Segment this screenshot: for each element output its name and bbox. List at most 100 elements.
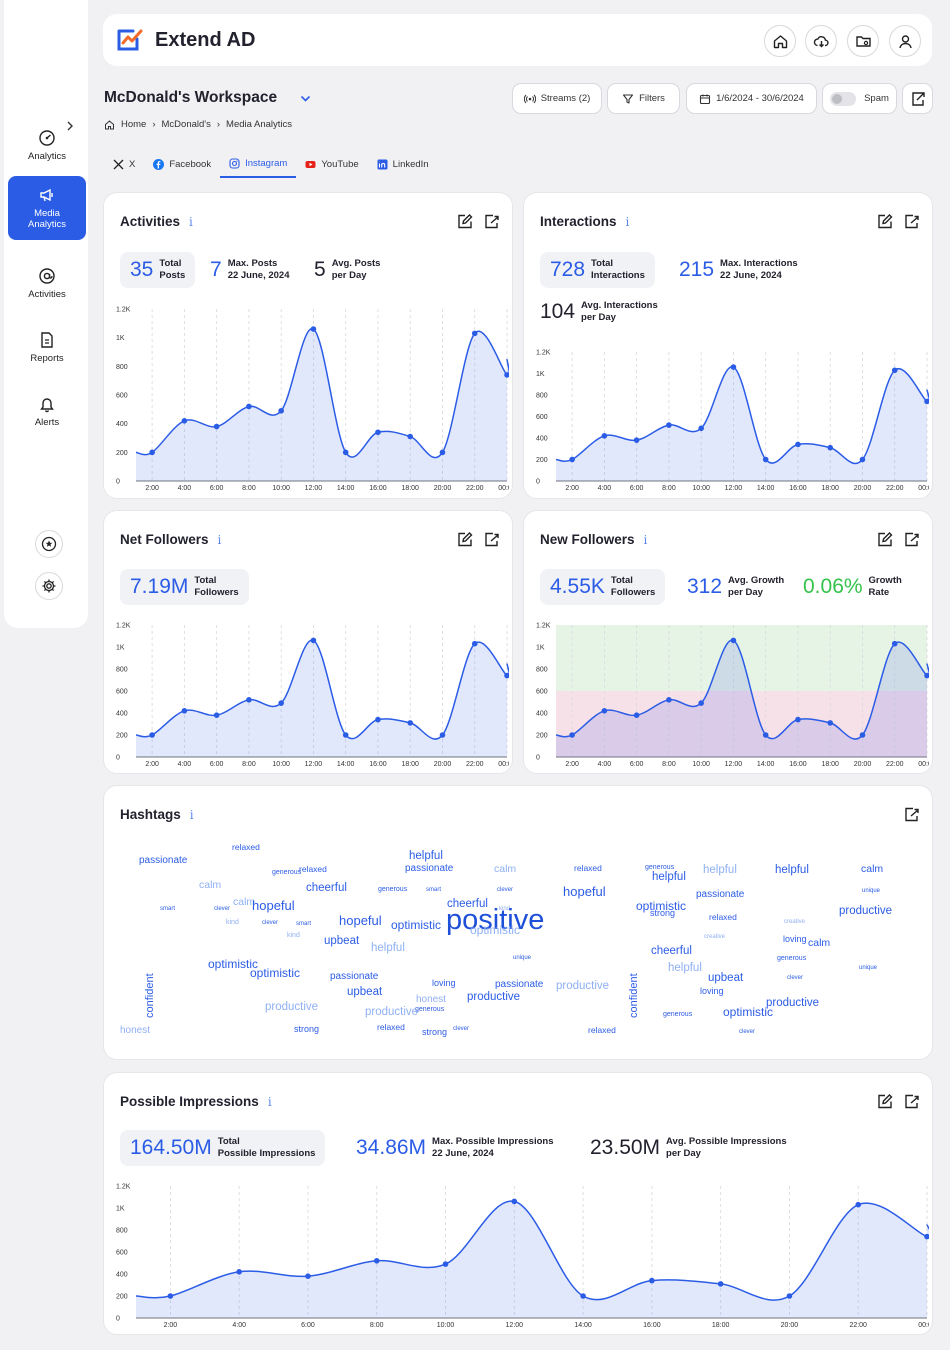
export-icon[interactable] [483,213,500,230]
hashtag-word[interactable]: smart [160,906,175,912]
spam-switch[interactable] [830,91,857,106]
hashtag-word[interactable]: calm [808,937,831,949]
info-icon[interactable]: i [267,1094,272,1109]
favorites-button[interactable] [35,530,63,558]
export-icon[interactable] [903,806,920,823]
tab-x[interactable]: X [104,150,144,178]
hashtag-word[interactable]: confident [144,973,156,1018]
hashtag-word[interactable]: generous [415,1006,445,1013]
chevron-right-icon[interactable] [64,120,76,132]
hashtag-word[interactable]: loving [432,978,456,988]
hashtag-word[interactable]: upbeat [347,986,383,998]
folder-settings-button[interactable] [847,25,879,57]
hashtag-word[interactable]: helpful [668,962,702,974]
hashtag-word[interactable]: optimistic [208,957,259,971]
hashtag-word[interactable]: cheerful [306,882,347,894]
hashtag-word[interactable]: optimistic [636,899,687,913]
hashtag-word[interactable]: kind [287,932,300,939]
hashtag-word[interactable]: strong [650,908,676,918]
hashtag-word[interactable]: clever [262,920,279,926]
info-icon[interactable]: i [643,532,648,547]
export-icon[interactable] [903,213,920,230]
info-icon[interactable]: i [189,807,194,822]
hashtag-word[interactable]: helpful [775,864,809,876]
hashtag-word[interactable]: clever [787,975,804,981]
hashtag-word[interactable]: hopeful [563,884,606,899]
hashtag-word[interactable]: productive [556,980,610,992]
hashtag-word[interactable]: helpful [652,871,686,883]
sidebar-item-media-analytics[interactable]: Media Analytics [8,176,86,240]
hashtag-word[interactable]: upbeat [708,972,744,984]
sidebar-item-reports[interactable]: Reports [8,316,86,378]
hashtag-word[interactable]: relaxed [709,912,737,922]
hashtag-word[interactable]: productive [365,1006,419,1018]
hashtag-word[interactable]: clever [214,906,231,912]
hashtag-word[interactable]: clever [497,887,514,893]
hashtag-word[interactable]: unique [862,888,881,894]
hashtag-word[interactable]: smart [296,921,311,927]
hashtag-word[interactable]: passionate [495,979,544,990]
hashtag-word[interactable]: passionate [139,855,188,866]
hashtag-word[interactable]: passionate [330,971,379,982]
hashtag-word[interactable]: calm [494,863,517,875]
hashtag-word[interactable]: productive [265,1001,319,1013]
hashtag-word[interactable]: calm [233,896,256,908]
info-icon[interactable]: i [189,214,193,229]
user-profile-button[interactable] [889,25,921,57]
tab-youtube[interactable]: YouTube [296,150,367,178]
hashtag-word[interactable]: productive [839,905,893,917]
info-icon[interactable]: i [625,214,630,229]
hashtag-word[interactable]: kind [499,906,511,912]
edit-icon[interactable] [456,531,473,548]
hashtag-word[interactable]: honest [416,994,447,1005]
export-icon[interactable] [903,1093,920,1110]
filters-button[interactable]: Filters [607,83,680,114]
hashtag-word[interactable]: generous [272,869,302,876]
hashtag-word[interactable]: calm [861,863,884,875]
hashtag-word[interactable]: kind [226,919,239,926]
hashtag-word[interactable]: optimistic [723,1005,774,1019]
hashtag-word[interactable]: passionate [696,889,745,900]
export-button[interactable] [902,83,933,114]
breadcrumb-home[interactable]: Home [121,119,147,130]
hashtag-word[interactable]: strong [422,1027,448,1037]
hashtag-word[interactable]: generous [645,864,675,871]
hashtag-word[interactable]: creative [784,919,806,925]
streams-button[interactable]: Streams (2) [512,83,602,114]
hashtag-word[interactable]: unique [859,965,878,971]
tab-instagram[interactable]: Instagram [220,150,297,178]
hashtag-word[interactable]: smart [426,887,441,893]
hashtag-word[interactable]: relaxed [588,1025,616,1035]
edit-icon[interactable] [876,531,893,548]
hashtag-word[interactable]: productive [766,997,820,1009]
date-range-picker[interactable]: 1/6/2024 - 30/6/2024 [686,83,817,114]
sidebar-item-alerts[interactable]: Alerts [8,380,86,442]
hashtag-word[interactable]: cheerful [651,945,692,957]
hashtag-word[interactable]: cheerful [447,898,488,910]
hashtag-word[interactable]: productive [467,991,521,1003]
hashtag-word[interactable]: relaxed [299,864,327,874]
hashtag-word[interactable]: loving [700,986,724,996]
hashtag-word[interactable]: relaxed [232,842,260,852]
hashtag-word[interactable]: calm [199,879,222,891]
hashtag-word[interactable]: relaxed [574,863,602,873]
edit-icon[interactable] [456,213,473,230]
edit-icon[interactable] [876,213,893,230]
hashtag-word[interactable]: clever [739,1029,756,1035]
hashtag-word[interactable]: generous [663,1011,693,1018]
hashtag-word[interactable]: confident [628,973,640,1018]
hashtag-word[interactable]: hopeful [339,913,382,928]
hashtag-word[interactable]: passionate [405,863,454,874]
sidebar-item-activities[interactable]: Activities [8,252,86,314]
hashtag-word[interactable]: unique [513,955,532,961]
hashtag-word[interactable]: clever [453,1026,470,1032]
hashtag-word[interactable]: upbeat [324,935,360,947]
home-button[interactable] [764,25,796,57]
chevron-down-icon[interactable] [299,92,312,105]
hashtag-word[interactable]: optimistic [470,923,521,937]
hashtag-word[interactable]: generous [378,886,408,893]
hashtag-word[interactable]: hopeful [252,898,295,913]
export-icon[interactable] [483,531,500,548]
export-icon[interactable] [903,531,920,548]
hashtag-word[interactable]: positive [446,904,545,936]
